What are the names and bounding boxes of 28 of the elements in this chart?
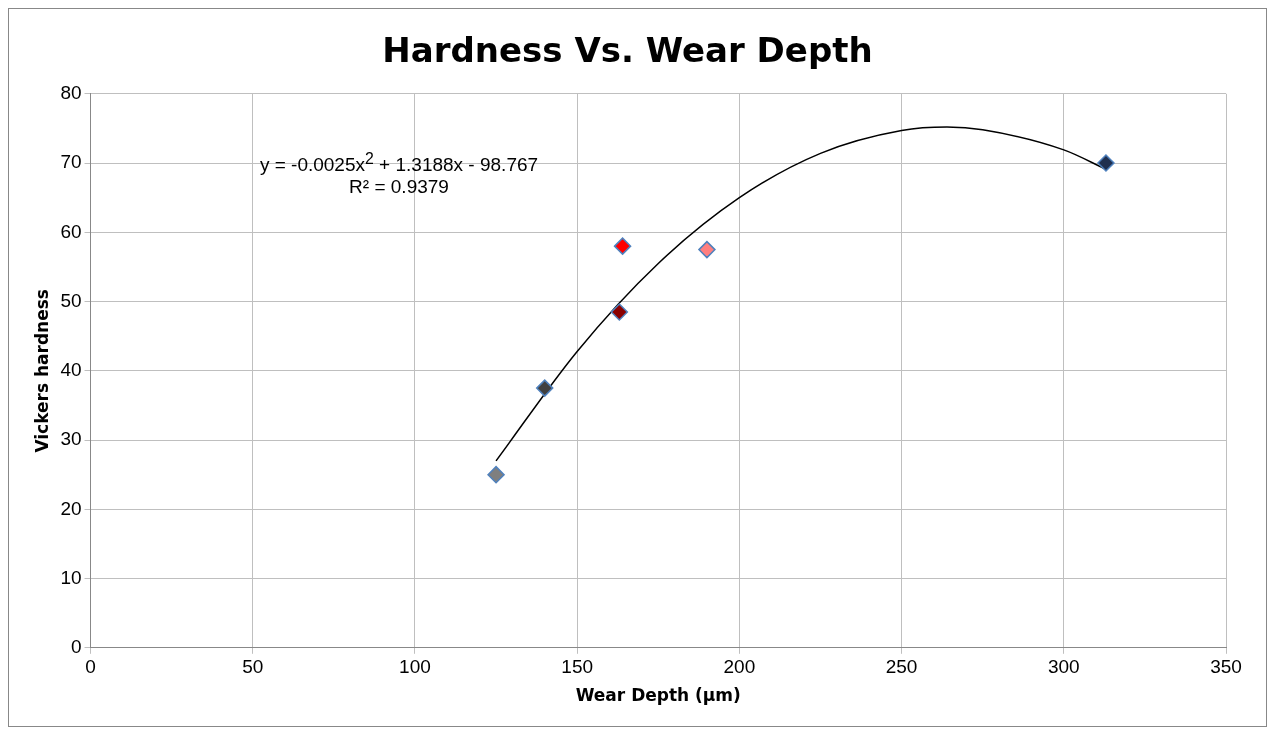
annotation: y = -0.0025x$^{2}$ + 1.3188x - 98.767	[259, 150, 539, 176]
y-tick-label: 60	[60, 220, 82, 242]
y-tick-label: 0	[70, 636, 82, 658]
y-tick-label: 70	[60, 151, 82, 173]
point	[487, 465, 505, 484]
x-tick-label: 350	[1210, 656, 1242, 678]
x-tick-label: 50	[242, 656, 264, 678]
y-tick-label: 40	[60, 359, 82, 381]
x-tick-label: 300	[1047, 656, 1080, 678]
x-tick-label: 200	[723, 656, 756, 678]
chart-title: Hardness Vs. Wear Depth	[382, 30, 873, 71]
x-tick-label: 0	[85, 656, 96, 678]
point	[1097, 154, 1115, 172]
point	[610, 303, 629, 321]
annotation: R² = 0.9379	[348, 175, 450, 199]
y-axis-title: Vickers hardness	[31, 289, 52, 453]
point	[535, 379, 554, 397]
y-tick-label: 80	[60, 82, 82, 104]
point	[613, 237, 632, 255]
x-tick-label: 250	[885, 656, 918, 678]
y-tick-label: 50	[60, 289, 82, 311]
y-tick-label: 20	[60, 497, 82, 519]
x-tick-label: 150	[561, 656, 594, 678]
x-axis-title: Wear Depth (µm)	[575, 685, 741, 706]
x-tick-label: 100	[399, 656, 431, 678]
y-tick-label: 30	[60, 428, 82, 450]
y-tick-label: 10	[60, 566, 82, 588]
point	[698, 240, 716, 259]
